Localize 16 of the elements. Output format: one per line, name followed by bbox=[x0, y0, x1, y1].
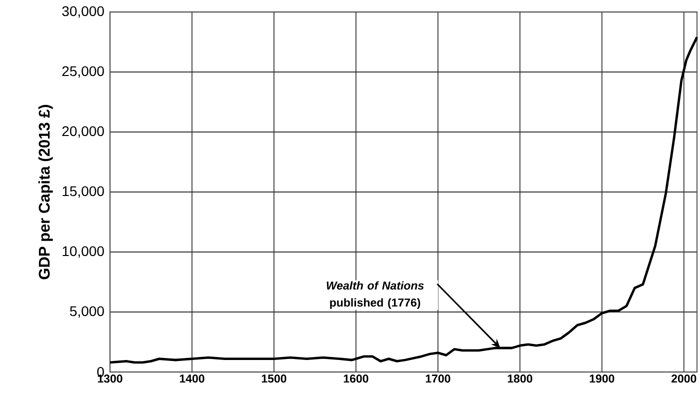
y-tick-label: 15,000 bbox=[62, 186, 104, 198]
x-tick-label: 1400 bbox=[180, 374, 204, 383]
y-tick-label: 10,000 bbox=[62, 246, 104, 258]
y-tick-label: 5,000 bbox=[70, 306, 104, 318]
x-tick-label: 1700 bbox=[426, 374, 450, 383]
y-tick-label: 20,000 bbox=[62, 126, 104, 138]
x-tick-label: 1500 bbox=[262, 374, 286, 383]
x-tick-label: 1900 bbox=[590, 374, 614, 383]
x-tick-label: 1800 bbox=[508, 374, 532, 383]
x-tick-label: 1600 bbox=[344, 374, 368, 383]
y-axis-title: GDP per Capita (2013 £) bbox=[38, 104, 53, 280]
x-tick-label: 2000 bbox=[672, 374, 696, 383]
y-tick-label: 25,000 bbox=[62, 66, 104, 78]
y-tick-label: 30,000 bbox=[62, 6, 104, 18]
annotation: Wealth of Nations published (1776) bbox=[326, 281, 424, 309]
x-tick-label: 1300 bbox=[98, 374, 122, 383]
